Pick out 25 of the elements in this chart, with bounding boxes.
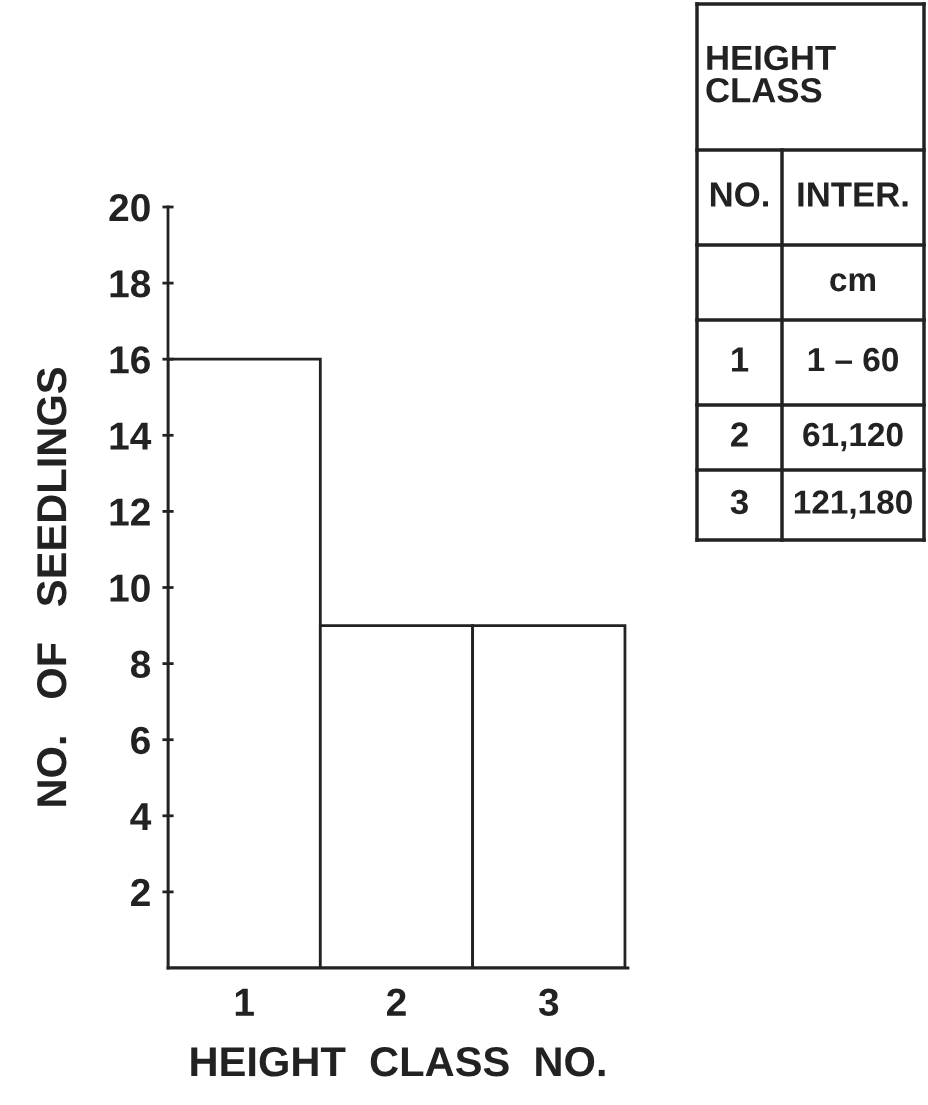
y-axis-title: NO. OF SEEDLINGS xyxy=(37,368,67,806)
text: 2 xyxy=(731,422,748,447)
y-tick-label: 16 xyxy=(110,346,150,374)
y-tick-label: 12 xyxy=(110,498,150,526)
x-tick-label: 1 xyxy=(235,988,254,1016)
y-tick-label: 2 xyxy=(131,878,150,906)
y-tick-label: 18 xyxy=(110,270,151,298)
x-tick-label: 3 xyxy=(538,988,559,1017)
y-tick-label: 20 xyxy=(109,193,150,222)
text: 1 – 60 xyxy=(808,347,898,372)
text: 3 xyxy=(730,489,748,515)
x-axis-title: HEIGHT CLASS NO. xyxy=(191,1047,605,1077)
y-tick-label: 8 xyxy=(130,650,151,679)
text: cm xyxy=(830,273,876,292)
y-tick-label: 10 xyxy=(110,574,150,602)
text: 1 xyxy=(732,347,749,372)
text: HEIGHT CLASS xyxy=(706,45,836,103)
text: 121,180 xyxy=(794,490,912,519)
y-tick-label: 6 xyxy=(131,726,150,755)
x-tick-label: 2 xyxy=(387,988,406,1016)
text: 61,120 xyxy=(803,422,903,452)
y-tick-label: 14 xyxy=(110,422,152,450)
text: NO. xyxy=(710,182,768,207)
text: INTER. xyxy=(798,182,908,207)
y-tick-label: 4 xyxy=(130,803,152,830)
